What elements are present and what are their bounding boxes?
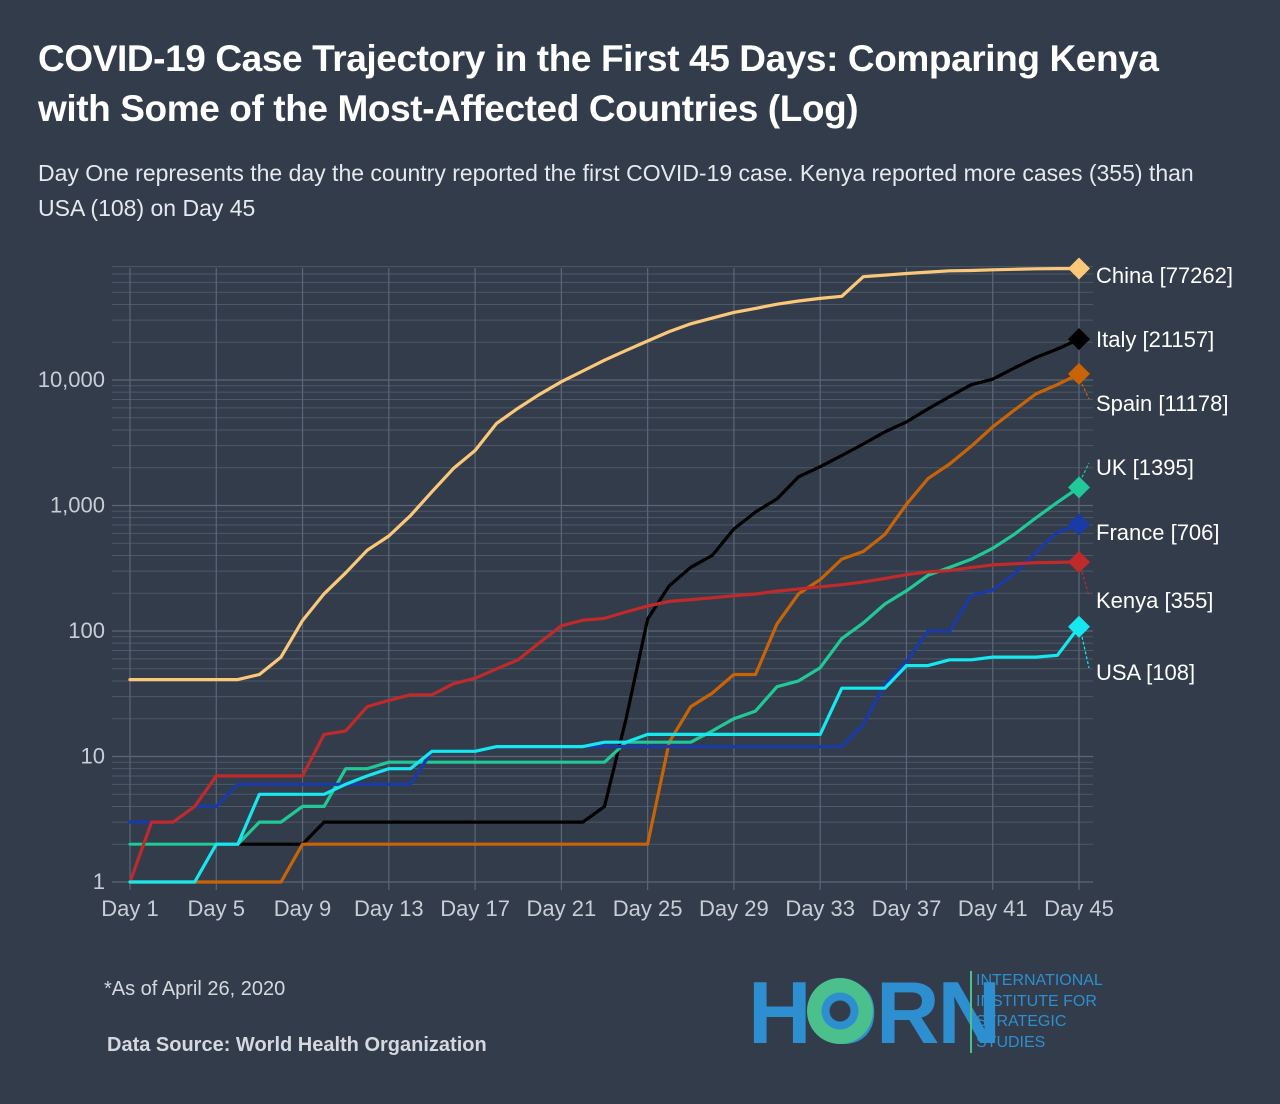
logo-line: INTERNATIONAL <box>976 972 1103 989</box>
as-of-note: *As of April 26, 2020 <box>104 978 286 1000</box>
logo-line: STUDIES <box>976 1033 1046 1051</box>
horn-logo: HORN INTERNATIONAL INSTITUTE FOR STRATEG… <box>748 963 1103 1062</box>
y-tick-label: 10 <box>81 744 105 769</box>
x-tick-label: Day 25 <box>613 896 683 921</box>
leader-line-usa <box>1081 636 1090 669</box>
x-tick-label: Day 29 <box>699 896 769 921</box>
x-tick-label: Day 9 <box>274 896 331 921</box>
end-marker-italy <box>1068 328 1090 351</box>
series-label-spain: Spain [11178] <box>1096 391 1229 416</box>
x-tick-label: Day 17 <box>440 896 510 921</box>
chart-title: COVID-19 Case Trajectory in the First 45… <box>38 38 1159 129</box>
x-tick-label: Day 37 <box>872 896 942 921</box>
series-line-france <box>128 522 1081 824</box>
series-label-italy: Italy [21157] <box>1096 327 1214 352</box>
leader-line-spain <box>1081 383 1090 400</box>
logo-o-ring-icon <box>807 978 873 1044</box>
series-label-china: China [77262] <box>1096 263 1233 288</box>
x-tick-label: Day 41 <box>958 896 1028 921</box>
end-marker-spain <box>1068 362 1090 385</box>
end-marker-uk <box>1068 476 1090 499</box>
leader-line-uk <box>1081 462 1090 478</box>
major-gridlines <box>112 268 1093 890</box>
y-tick-label: 1 <box>93 869 105 894</box>
data-source: Data Source: World Health Organization <box>107 1034 487 1056</box>
x-tick-label: Day 13 <box>354 896 424 921</box>
end-marker-kenya <box>1068 550 1090 573</box>
series-label-uk: UK [1395] <box>1096 455 1194 480</box>
end-marker-china <box>1068 257 1090 280</box>
series-label-france: France [706] <box>1096 520 1220 545</box>
series-line-uk <box>128 485 1081 846</box>
logo-line: INSTITUTE FOR <box>976 992 1097 1010</box>
series-labels: China [77262] Italy [21157] Spain [11178] U… <box>1081 263 1233 685</box>
series-lines <box>128 267 1081 884</box>
y-axis-ticks: 1 10 100 1,000 10,000 <box>38 367 105 894</box>
series-line-italy <box>128 337 1081 846</box>
series-line-kenya <box>128 560 1081 884</box>
y-tick-label: 10,000 <box>38 367 105 392</box>
logo-line: STRATEGIC <box>976 1013 1067 1030</box>
series-line-china <box>128 267 1081 682</box>
series-line-spain <box>128 372 1081 884</box>
logo-subtitle: INTERNATIONAL INSTITUTE FOR STRATEGIC ST… <box>970 971 1103 1053</box>
logo-wordmark: HORN <box>748 963 1001 1062</box>
x-tick-label: Day 45 <box>1044 896 1114 921</box>
minor-gridlines <box>112 266 1093 845</box>
series-label-usa: USA [108] <box>1096 660 1195 685</box>
x-tick-label: Day 33 <box>785 896 855 921</box>
chart-subtitle: Day One represents the day the country r… <box>38 160 1194 221</box>
series-end-markers <box>1068 257 1090 638</box>
x-tick-label: Day 5 <box>188 896 245 921</box>
y-tick-label: 100 <box>68 618 105 643</box>
series-label-kenya: Kenya [355] <box>1096 588 1213 613</box>
series-line-usa <box>128 625 1081 884</box>
end-marker-france <box>1068 513 1090 536</box>
x-axis-ticks: Day 1 Day 5 Day 9 Day 13 Day 17 Day 21 Day 25 D… <box>101 896 1114 921</box>
x-tick-label: Day 21 <box>527 896 597 921</box>
leader-line-kenya <box>1081 571 1090 597</box>
x-tick-label: Day 1 <box>101 896 158 921</box>
y-tick-label: 1,000 <box>50 493 105 518</box>
end-marker-usa <box>1068 615 1090 638</box>
